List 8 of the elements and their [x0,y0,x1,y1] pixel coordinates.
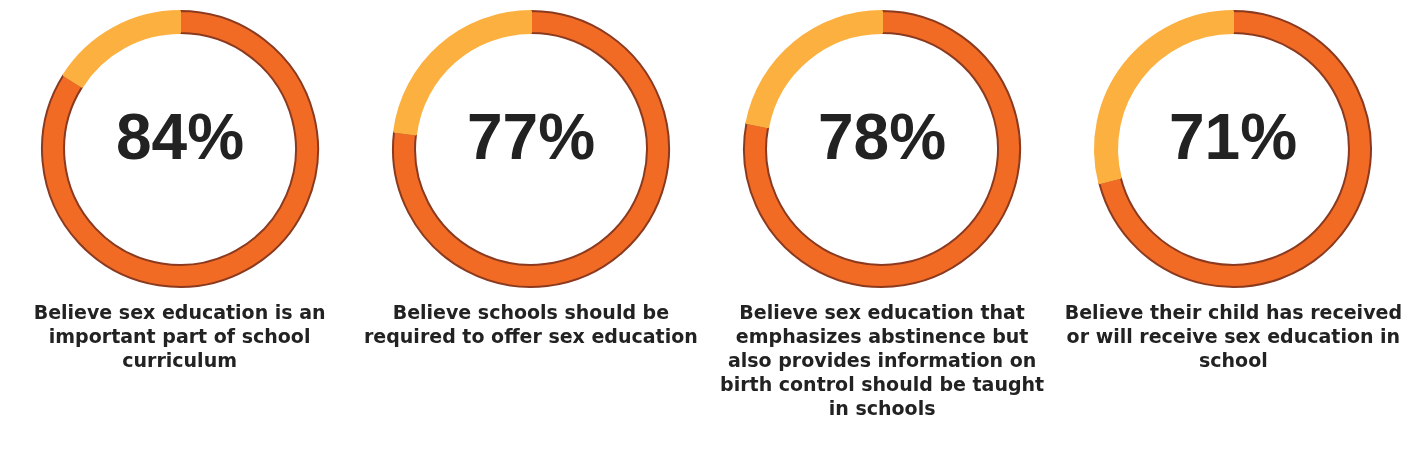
text: Believe sex education that emphasizes abstinence but also provides information on birth control should be taught in schools [719,300,1046,420]
text: Believe schools should be required to offer sex education [363,300,699,348]
text: Believe their child has received or will receive sex education in school [1063,300,1403,372]
data-label: 71% [1169,100,1298,173]
data-label: 84% [115,100,244,173]
text: Believe sex education is an important part of school curriculum [32,300,327,372]
data-label: 78% [818,100,947,173]
data-label: 77% [466,100,595,173]
